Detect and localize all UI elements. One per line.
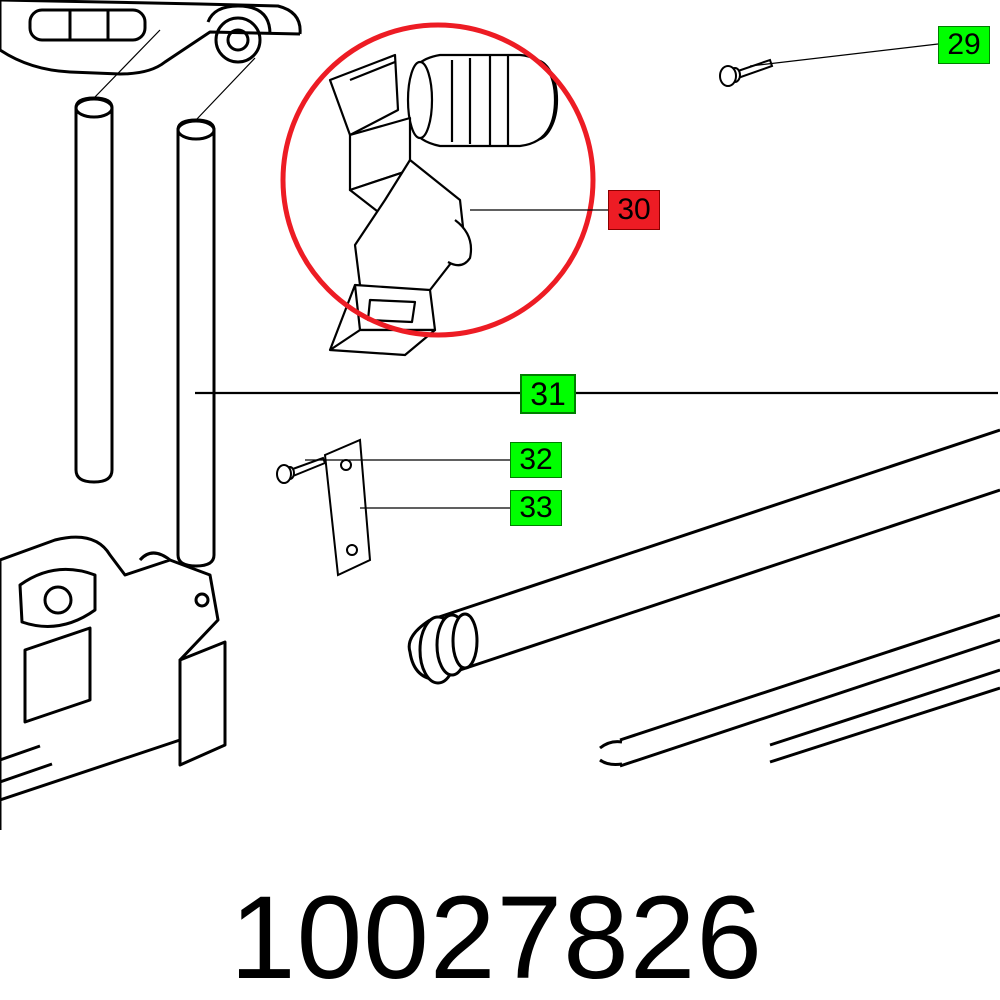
part-number-text: 10027826: [230, 872, 763, 1000]
callout-30-label: 30: [617, 195, 650, 225]
parts-diagram: [0, 0, 1000, 1000]
callout-33: 33: [510, 490, 562, 526]
callout-32: 32: [510, 442, 562, 478]
callout-31-label: 31: [530, 378, 566, 410]
callout-32-label: 32: [519, 445, 552, 475]
callout-30: 30: [608, 190, 660, 230]
part-number: 10027826: [230, 870, 763, 1000]
callout-31: 31: [520, 374, 576, 414]
callout-29-label: 29: [947, 30, 980, 60]
callout-33-label: 33: [519, 493, 552, 523]
callout-29: 29: [938, 26, 990, 64]
